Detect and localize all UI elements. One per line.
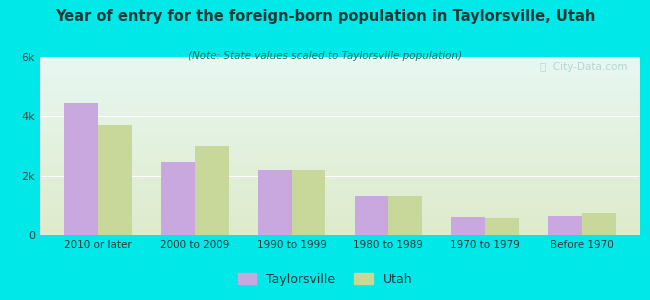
Text: Year of entry for the foreign-born population in Taylorsville, Utah: Year of entry for the foreign-born popul… — [55, 9, 595, 24]
Bar — [98, 125, 132, 235]
Bar — [548, 216, 582, 235]
Legend: Taylorsville, Utah: Taylorsville, Utah — [233, 268, 417, 291]
Bar — [389, 196, 422, 235]
Bar — [582, 213, 616, 235]
Bar — [354, 196, 389, 235]
Text: (Note: State values scaled to Taylorsville population): (Note: State values scaled to Taylorsvil… — [188, 51, 462, 61]
Text: ⓘ  City-Data.com: ⓘ City-Data.com — [541, 62, 628, 72]
Bar — [451, 217, 485, 235]
Bar — [485, 218, 519, 235]
Bar — [64, 103, 98, 235]
Bar — [195, 146, 229, 235]
Bar — [292, 170, 326, 235]
Bar — [161, 162, 195, 235]
Bar — [258, 170, 292, 235]
